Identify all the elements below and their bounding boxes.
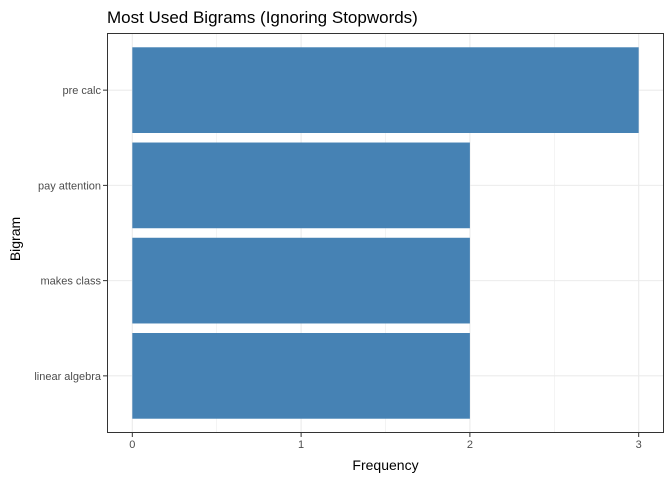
x-tick-label: 2: [467, 439, 473, 451]
bar-linear-algebra: [132, 333, 470, 419]
chart-title: Most Used Bigrams (Ignoring Stopwords): [107, 8, 418, 27]
bar-pre-calc: [132, 47, 639, 133]
y-tick-label: makes class: [40, 276, 101, 288]
x-tick-label: 3: [636, 439, 642, 451]
x-tick-label: 0: [129, 439, 135, 451]
bar-layer: [132, 47, 639, 419]
x-axis-title: Frequency: [352, 457, 418, 473]
y-tick-label: linear algebra: [34, 371, 102, 383]
x-tick-label: 1: [298, 439, 304, 451]
y-tick-label: pay attention: [38, 180, 101, 192]
y-axis-title: Bigram: [7, 217, 23, 261]
panel-border: [107, 33, 664, 433]
y-tick-label: pre calc: [62, 85, 101, 97]
bar-makes-class: [132, 237, 470, 324]
bar-pay-attention: [132, 142, 470, 229]
axis-layer: 0 1 2 3 linear algebra makes class pay attenti…: [34, 85, 641, 451]
